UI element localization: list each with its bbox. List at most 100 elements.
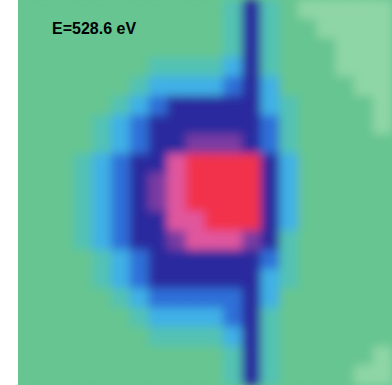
heatmap-cell	[148, 346, 168, 366]
heatmap-cell	[317, 115, 337, 135]
heatmap-cell	[317, 77, 337, 97]
heatmap-cell	[279, 115, 299, 135]
heatmap-cell	[55, 269, 75, 289]
heatmap-cell	[18, 77, 37, 97]
heatmap-cell	[36, 308, 56, 328]
heatmap-cell	[279, 77, 299, 97]
heatmap-cell	[205, 231, 225, 251]
heatmap-cell	[130, 192, 150, 212]
heatmap-cell	[130, 365, 150, 385]
heatmap-cell	[242, 327, 262, 347]
heatmap-cell	[242, 365, 262, 385]
heatmap-cell	[354, 365, 374, 385]
heatmap-cell	[335, 77, 355, 97]
heatmap-cell	[92, 231, 112, 251]
heatmap-cell	[148, 327, 168, 347]
heatmap-cell	[111, 192, 131, 212]
heatmap-cell	[261, 288, 281, 308]
heatmap-cell	[55, 346, 75, 366]
heatmap-cell	[55, 96, 75, 116]
heatmap-cell	[92, 115, 112, 135]
heatmap-cell	[55, 308, 75, 328]
heatmap-cell	[335, 211, 355, 231]
heatmap-cell	[317, 250, 337, 270]
heatmap-cell	[148, 250, 168, 270]
heatmap-cell	[148, 77, 168, 97]
heatmap-cell	[148, 308, 168, 328]
heatmap-cell	[373, 0, 392, 20]
heatmap-cell	[279, 231, 299, 251]
heatmap-cell	[186, 211, 206, 231]
heatmap-cell	[223, 308, 243, 328]
heatmap-cell	[92, 308, 112, 328]
heatmap-cell	[242, 231, 262, 251]
title: E=528.6 eV	[52, 20, 136, 37]
heatmap-cell	[92, 346, 112, 366]
heatmap-cell	[55, 57, 75, 77]
heatmap-cell	[36, 250, 56, 270]
plot-area	[18, 0, 392, 385]
heatmap-cell	[242, 308, 262, 328]
heatmap-cell	[298, 96, 318, 116]
heatmap-cell	[298, 346, 318, 366]
heatmap-cell	[148, 115, 168, 135]
heatmap-cell	[335, 38, 355, 58]
heatmap-cell	[335, 134, 355, 154]
heatmap-cell	[279, 250, 299, 270]
heatmap-cell	[354, 346, 374, 366]
heatmap-cell	[373, 327, 392, 347]
heatmap-cell	[261, 96, 281, 116]
heatmap-cell	[317, 211, 337, 231]
heatmap-cell	[373, 77, 392, 97]
heatmap-cell	[317, 173, 337, 193]
heatmap-cell	[92, 77, 112, 97]
heatmap-cell	[298, 115, 318, 135]
heatmap-cell	[279, 308, 299, 328]
heatmap-cell	[373, 115, 392, 135]
heatmap-cell	[36, 231, 56, 251]
heatmap-cell	[130, 115, 150, 135]
heatmap-cell	[335, 231, 355, 251]
heatmap-cell	[148, 0, 168, 20]
heatmap-cell	[261, 365, 281, 385]
heatmap-cell	[298, 231, 318, 251]
heatmap-cell	[261, 250, 281, 270]
heatmap-cell	[18, 154, 37, 174]
heatmap-cell	[261, 19, 281, 39]
heatmap-cell	[298, 0, 318, 20]
heatmap-cell	[279, 96, 299, 116]
heatmap-cell	[298, 57, 318, 77]
heatmap-cell	[205, 57, 225, 77]
heatmap-cell	[242, 96, 262, 116]
heatmap-cell	[167, 365, 187, 385]
heatmap-cell	[354, 38, 374, 58]
heatmap-cell	[242, 288, 262, 308]
heatmap-cell	[317, 134, 337, 154]
heatmap-cell	[205, 38, 225, 58]
heatmap-cell	[186, 115, 206, 135]
heatmap-cell	[335, 250, 355, 270]
heatmap-cell	[167, 346, 187, 366]
heatmap-cell	[55, 192, 75, 212]
heatmap-cell	[335, 192, 355, 212]
heatmap-cell	[186, 269, 206, 289]
heatmap-cell	[223, 96, 243, 116]
heatmap-cell	[205, 288, 225, 308]
heatmap-cell	[74, 269, 94, 289]
heatmap-cell	[55, 211, 75, 231]
heatmap-cell	[373, 346, 392, 366]
heatmap-cell	[261, 173, 281, 193]
heatmap-cell	[223, 77, 243, 97]
heatmap-cell	[36, 346, 56, 366]
heatmap-cell	[335, 19, 355, 39]
heatmap-cell	[186, 134, 206, 154]
heatmap-cell	[279, 365, 299, 385]
heatmap-cell	[92, 211, 112, 231]
heatmap-cell	[298, 19, 318, 39]
heatmap-cell	[373, 365, 392, 385]
heatmap-cell	[279, 19, 299, 39]
heatmap-cell	[186, 365, 206, 385]
heatmap-cell	[74, 0, 94, 20]
heatmap-cell	[148, 269, 168, 289]
heatmap-cell	[55, 154, 75, 174]
